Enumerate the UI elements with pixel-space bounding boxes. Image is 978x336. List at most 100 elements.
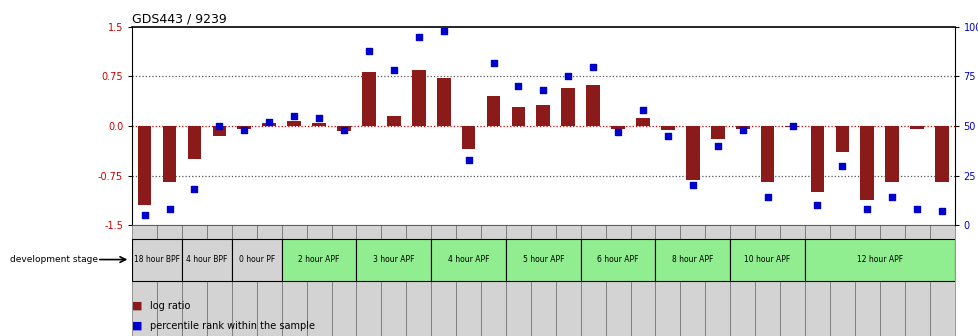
Point [435, 28, 451, 34]
Point [809, 203, 824, 208]
Point [261, 119, 277, 125]
Bar [486, 96, 500, 126]
FancyBboxPatch shape [206, 225, 232, 336]
Point [161, 207, 177, 212]
FancyBboxPatch shape [506, 225, 530, 336]
Point [361, 48, 377, 53]
Bar [511, 108, 525, 126]
FancyBboxPatch shape [182, 239, 232, 282]
Text: 18 hour BPF: 18 hour BPF [134, 255, 180, 264]
FancyBboxPatch shape [306, 225, 332, 336]
Text: 5 hour APF: 5 hour APF [522, 255, 563, 264]
Bar [560, 88, 574, 126]
Text: 4 hour APF: 4 hour APF [447, 255, 489, 264]
Text: ■: ■ [132, 301, 143, 311]
Bar [586, 85, 600, 126]
Text: 6 hour APF: 6 hour APF [597, 255, 639, 264]
Text: 12 hour APF: 12 hour APF [856, 255, 902, 264]
Bar [138, 126, 152, 205]
Text: 10 hour APF: 10 hour APF [743, 255, 790, 264]
Text: 3 hour APF: 3 hour APF [373, 255, 414, 264]
Bar [686, 126, 699, 180]
Bar [884, 126, 898, 182]
Point [511, 84, 526, 89]
Bar [412, 70, 425, 126]
Point [909, 207, 924, 212]
FancyBboxPatch shape [929, 225, 954, 336]
FancyBboxPatch shape [232, 239, 282, 282]
Bar [462, 126, 475, 149]
FancyBboxPatch shape [879, 225, 904, 336]
Bar [860, 126, 873, 200]
Text: 4 hour BPF: 4 hour BPF [186, 255, 227, 264]
Bar [660, 126, 674, 130]
Text: log ratio: log ratio [150, 301, 190, 311]
FancyBboxPatch shape [680, 225, 704, 336]
FancyBboxPatch shape [804, 225, 829, 336]
Bar [810, 126, 823, 192]
FancyBboxPatch shape [829, 225, 854, 336]
Point [859, 207, 874, 212]
Bar [188, 126, 201, 159]
Bar [436, 78, 450, 126]
FancyBboxPatch shape [430, 225, 456, 336]
FancyBboxPatch shape [530, 225, 556, 336]
FancyBboxPatch shape [580, 239, 655, 282]
Point [311, 115, 327, 121]
FancyBboxPatch shape [232, 225, 256, 336]
FancyBboxPatch shape [480, 225, 506, 336]
Bar [336, 126, 350, 131]
FancyBboxPatch shape [730, 225, 754, 336]
FancyBboxPatch shape [730, 239, 804, 282]
Point [485, 60, 501, 65]
Point [659, 133, 675, 138]
Text: percentile rank within the sample: percentile rank within the sample [150, 321, 315, 331]
Bar [636, 118, 649, 126]
FancyBboxPatch shape [132, 225, 156, 336]
FancyBboxPatch shape [655, 225, 680, 336]
Text: 0 hour PF: 0 hour PF [239, 255, 275, 264]
Text: GDS443 / 9239: GDS443 / 9239 [132, 13, 227, 26]
FancyBboxPatch shape [655, 239, 730, 282]
Bar [934, 126, 948, 182]
FancyBboxPatch shape [356, 239, 430, 282]
Point [237, 127, 252, 133]
Point [685, 183, 700, 188]
FancyBboxPatch shape [356, 225, 381, 336]
Bar [785, 126, 799, 127]
FancyBboxPatch shape [430, 239, 506, 282]
Text: 2 hour APF: 2 hour APF [298, 255, 339, 264]
Text: development stage: development stage [10, 255, 98, 264]
Bar [238, 126, 251, 129]
FancyBboxPatch shape [779, 225, 804, 336]
Text: 8 hour APF: 8 hour APF [672, 255, 713, 264]
FancyBboxPatch shape [506, 239, 580, 282]
FancyBboxPatch shape [381, 225, 406, 336]
Point [759, 195, 775, 200]
Point [385, 68, 401, 73]
FancyBboxPatch shape [406, 225, 430, 336]
Bar [910, 126, 923, 129]
Point [833, 163, 849, 168]
FancyBboxPatch shape [904, 225, 929, 336]
FancyBboxPatch shape [605, 225, 630, 336]
FancyBboxPatch shape [256, 225, 282, 336]
Bar [386, 116, 400, 126]
Point [609, 129, 625, 135]
FancyBboxPatch shape [580, 225, 605, 336]
Point [286, 113, 301, 119]
Bar [710, 126, 724, 139]
FancyBboxPatch shape [282, 225, 306, 336]
Bar [162, 126, 176, 182]
FancyBboxPatch shape [156, 225, 182, 336]
Point [585, 64, 600, 69]
Bar [262, 123, 276, 126]
FancyBboxPatch shape [282, 239, 356, 282]
Bar [610, 126, 624, 129]
FancyBboxPatch shape [704, 225, 730, 336]
Bar [212, 126, 226, 136]
Point [784, 123, 800, 129]
Bar [287, 121, 300, 126]
FancyBboxPatch shape [630, 225, 655, 336]
FancyBboxPatch shape [332, 225, 356, 336]
